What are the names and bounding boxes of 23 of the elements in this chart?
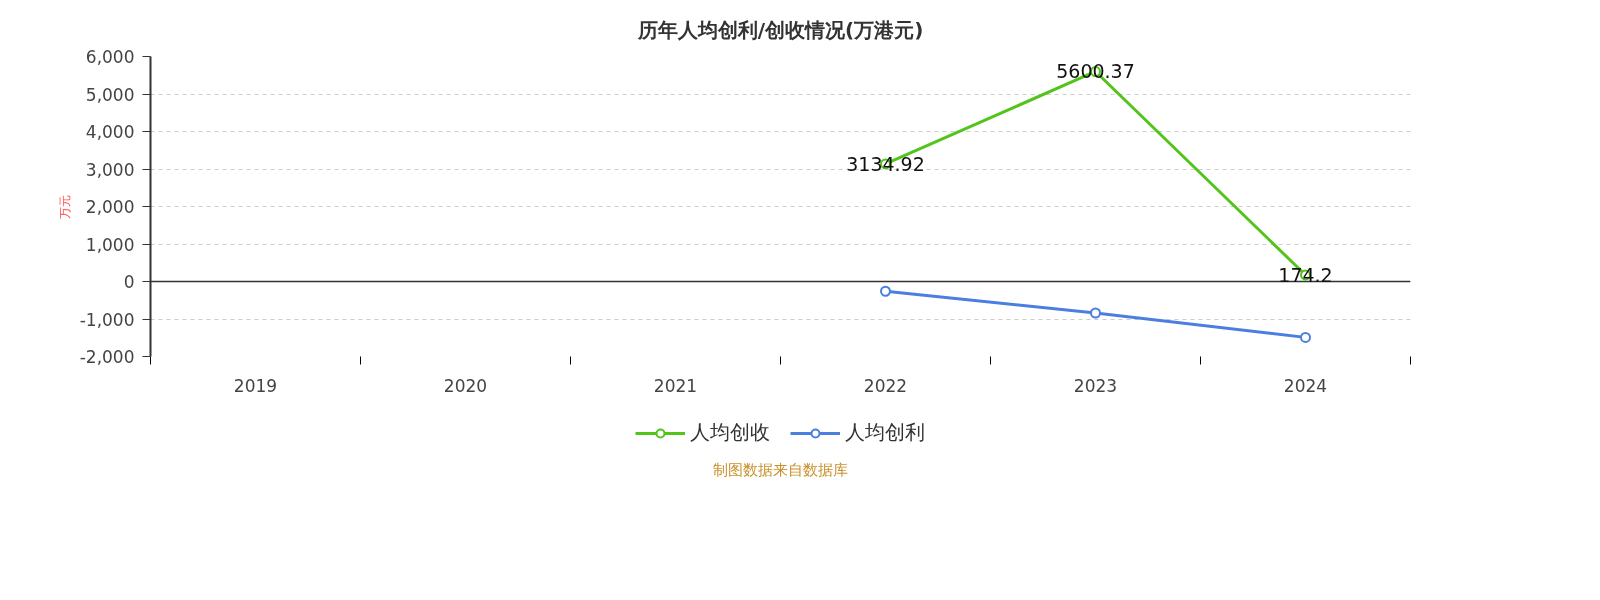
y-tick-label: 1,000 — [85, 234, 135, 255]
point — [880, 285, 891, 297]
text: 制图数据来自数据库 — [713, 460, 848, 479]
x-tick-label: 2021 — [653, 375, 698, 396]
legend-label: 人均创利 — [845, 419, 925, 446]
legend-label: 人均创收 — [690, 419, 770, 446]
y-tick-label: 6,000 — [85, 47, 135, 67]
y-tick-label: 2,000 — [85, 197, 135, 217]
x-tick-label: 2022 — [863, 375, 908, 396]
y-tick-label: -1,000 — [79, 309, 135, 330]
y-axis-title: 万元 — [57, 194, 72, 219]
y-tick-label: -2,000 — [79, 347, 135, 367]
x-tick-label: 2024 — [1283, 375, 1328, 396]
chart-title: 历年人均创利/创收情况(万港元) — [636, 17, 924, 42]
x-tick-label: 2020 — [443, 375, 488, 396]
y-tick-label: 0 — [123, 272, 135, 292]
y-tick-label: 3,000 — [85, 159, 135, 180]
x-tick-label: 2023 — [1073, 375, 1118, 396]
point — [1300, 331, 1311, 343]
point — [1090, 307, 1101, 319]
x-tick-label: 2019 — [233, 375, 278, 396]
y-tick-label: 4,000 — [85, 122, 135, 142]
y-tick-label: 5,000 — [85, 84, 135, 105]
